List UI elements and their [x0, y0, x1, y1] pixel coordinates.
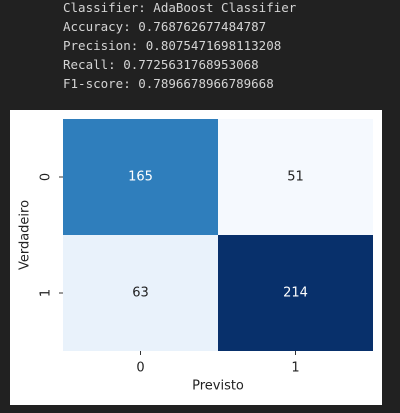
y-tick-label: 1	[39, 289, 54, 297]
cell-label: 165	[128, 170, 153, 185]
cell-label: 214	[283, 286, 308, 301]
output-line: Recall: 0.7725631768953068	[63, 57, 259, 72]
heatmap-cell	[218, 119, 373, 235]
x-tick-label: 0	[136, 361, 144, 376]
y-axis-label: Verdadeiro	[18, 200, 33, 270]
heatmap-cell	[63, 235, 218, 351]
x-axis-label: Previsto	[192, 379, 244, 394]
cell-label: 51	[287, 170, 304, 185]
heatmap-cell	[218, 235, 373, 351]
x-tick-label: 1	[291, 361, 299, 376]
output-line: Classifier: AdaBoost Classifier	[63, 0, 297, 15]
output-line: Accuracy: 0.768762677484787	[63, 19, 267, 34]
output-line: Precision: 0.8075471698113208	[63, 38, 282, 53]
output-line: F1-score: 0.7896678966789668	[63, 76, 274, 91]
text-output: Classifier: AdaBoost Classifier Accuracy:…	[63, 0, 296, 93]
y-tick-label: 0	[39, 173, 54, 181]
cell-label: 63	[132, 286, 149, 301]
heatmap-cell	[63, 119, 218, 235]
